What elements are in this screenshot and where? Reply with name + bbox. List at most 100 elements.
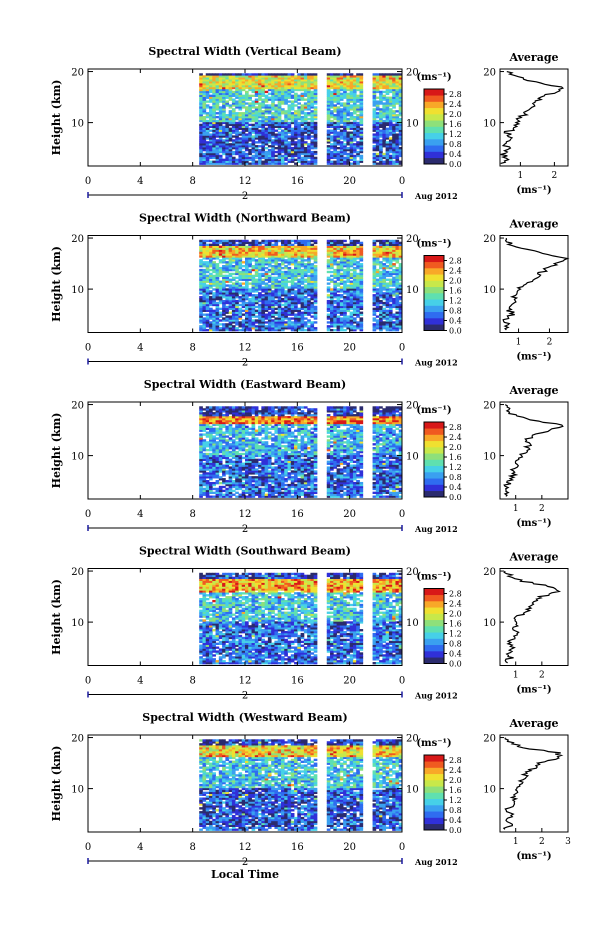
heatmap-cell <box>379 271 383 273</box>
heatmap-cell <box>356 95 360 97</box>
heatmap-cell <box>268 104 272 106</box>
heatmap-cell <box>288 73 292 75</box>
heatmap-cell <box>373 145 377 147</box>
heatmap-cell <box>209 133 213 135</box>
heatmap-cell <box>271 73 275 75</box>
heatmap-cell <box>206 284 210 286</box>
heatmap-cell <box>271 319 275 321</box>
heatmap-cell <box>343 296 347 298</box>
heatmap-cell <box>209 273 213 275</box>
heatmap-cell <box>376 120 380 122</box>
heatmap-cell <box>395 133 399 135</box>
colorbar-tick-label: 1.6 <box>449 287 462 296</box>
heatmap-cell <box>333 73 337 75</box>
heatmap-cell <box>242 319 246 321</box>
heatmap-cell <box>392 314 396 316</box>
heatmap-cell <box>376 246 380 248</box>
heatmap-cell <box>261 273 265 275</box>
heatmap-cell <box>343 102 347 104</box>
heatmap-cell <box>245 133 249 135</box>
colorbar-swatch <box>424 299 444 306</box>
heatmap-cell <box>304 141 308 143</box>
heatmap-cell <box>389 97 393 99</box>
heatmap-cell <box>212 482 216 484</box>
heatmap-cell <box>297 102 301 104</box>
heatmap-cell <box>307 319 311 321</box>
heatmap-cell <box>265 95 269 97</box>
colorbar-swatch <box>424 108 444 115</box>
heatmap-cell <box>288 267 292 269</box>
heatmap-cell <box>333 104 337 106</box>
heatmap-cell <box>219 267 223 269</box>
heatmap-cell <box>258 149 262 151</box>
heatmap-cell <box>373 323 377 325</box>
colorbar-tick-label: 0.4 <box>449 317 462 326</box>
heatmap-cell <box>340 102 344 104</box>
heatmap-cell <box>229 315 233 317</box>
heatmap-cell <box>310 321 314 323</box>
heatmap-cell <box>248 143 252 145</box>
heatmap-cell <box>379 240 383 242</box>
heatmap-cell <box>333 161 337 163</box>
heatmap-cell <box>248 128 252 130</box>
heatmap-cell <box>359 312 363 314</box>
heatmap-cell <box>310 263 314 265</box>
heatmap-cell <box>340 273 344 275</box>
heatmap-cell <box>261 110 265 112</box>
heatmap-cell <box>376 315 380 317</box>
heatmap-cell <box>333 281 337 283</box>
heatmap-cell <box>245 153 249 155</box>
colorbar-tick-label: 2.8 <box>449 257 462 266</box>
heatmap-cell <box>235 159 239 161</box>
heatmap-cell <box>356 73 360 75</box>
heatmap-cell <box>199 259 203 261</box>
colorbar-tick-label: 2.0 <box>449 277 462 286</box>
heatmap-cell <box>209 73 213 75</box>
heatmap-cell <box>206 453 210 455</box>
heatmap-cell <box>330 135 334 137</box>
heatmap-cell <box>327 277 331 279</box>
date-marker: 2 <box>242 191 248 202</box>
heatmap-cell <box>304 102 308 104</box>
heatmap-cell <box>350 112 354 114</box>
heatmap-cell <box>225 323 229 325</box>
heatmap-cell <box>304 147 308 149</box>
heatmap-cell <box>353 155 357 157</box>
heatmap-cell <box>346 131 350 133</box>
heatmap-cell <box>330 91 334 93</box>
heatmap-cell <box>235 277 239 279</box>
heatmap-cell <box>209 106 213 108</box>
heatmap-cell <box>268 73 272 75</box>
heatmap-cell <box>232 91 236 93</box>
heatmap-cell <box>245 240 249 242</box>
heatmap-cell <box>291 296 295 298</box>
heatmap-cell <box>245 73 249 75</box>
heatmap-cell <box>202 488 206 490</box>
heatmap-cell <box>206 329 210 331</box>
heatmap-cell <box>209 290 213 292</box>
heatmap-cell <box>252 155 256 157</box>
panel-title: Spectral Width (Vertical Beam) <box>148 45 341 58</box>
heatmap-cell <box>359 242 363 244</box>
heatmap-cell <box>274 133 278 135</box>
colorbar-swatch <box>424 274 444 281</box>
heatmap-cell <box>307 112 311 114</box>
heatmap-cell <box>330 151 334 153</box>
heatmap-cell <box>340 240 344 242</box>
heatmap-cell <box>291 128 295 130</box>
heatmap-cell <box>274 159 278 161</box>
heatmap-cell <box>350 269 354 271</box>
heatmap-cell <box>261 286 265 288</box>
heatmap-cell <box>206 73 210 75</box>
heatmap-cell <box>327 282 331 284</box>
average-x-label: (ms⁻¹) <box>516 185 551 196</box>
heatmap-cell <box>229 312 233 314</box>
heatmap-cell <box>225 114 229 116</box>
heatmap-cell <box>382 240 386 242</box>
heatmap-cell <box>314 246 318 248</box>
heatmap-cell <box>271 290 275 292</box>
y-tick-label: 20 <box>71 234 84 245</box>
heatmap-cell <box>301 312 305 314</box>
heatmap-cell <box>222 300 226 302</box>
heatmap-cell <box>382 153 386 155</box>
